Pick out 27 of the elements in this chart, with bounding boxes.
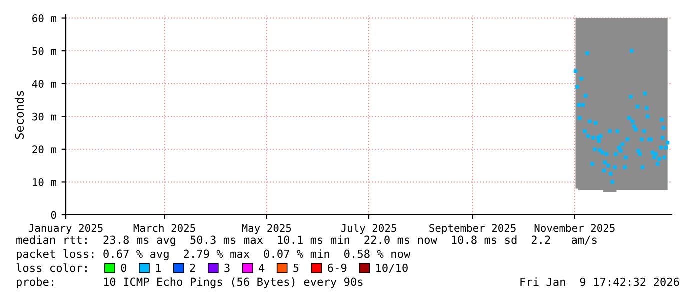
y-tick-label: 50 m <box>32 47 56 56</box>
y-tick-label: 60 m <box>32 14 56 22</box>
x-tick-label: March 2025 <box>134 224 196 232</box>
y-tick-label: 40 m <box>32 80 56 88</box>
y-tick-label: 30 m <box>32 112 56 121</box>
text: packet loss: 0.67 % avg 2.79 % max 0.07 % min 0.58 % now <box>17 250 411 260</box>
legend-label: 5 <box>294 264 299 272</box>
y-axis-title: Seconds <box>14 91 24 140</box>
legend-label: 6-9 <box>328 264 347 272</box>
legend-label: 2 <box>190 264 196 272</box>
y-tick-label: 20 m <box>32 146 56 154</box>
legend-label: 1 <box>156 264 161 272</box>
text: median rtt: 23.8 ms avg 50.3 ms max 10.1 ms min 22.0 ms now 10.8 ms sd 2.2 am/s <box>16 236 597 246</box>
text: probe: 10 ICMP Echo Pings (56 Bytes) every 90s <box>17 278 363 288</box>
legend-label: 0 <box>121 264 127 272</box>
legend-label: 3 <box>224 264 230 272</box>
x-tick-label: September 2025 <box>430 224 516 234</box>
x-tick-label: January 2025 <box>28 224 103 234</box>
legend-label: 4 <box>258 264 265 272</box>
x-tick-label: July 2025 <box>341 224 396 234</box>
legend-title: loss color: <box>16 264 87 272</box>
legend-label: 10/10 <box>376 264 408 274</box>
y-tick-label: 10 m <box>33 178 56 186</box>
y-tick-label: 0 <box>51 211 56 220</box>
text: Fri Jan 9 17:42:32 2026 <box>520 278 680 286</box>
x-tick-label: May 2025 <box>242 224 292 234</box>
x-tick-label: November 2025 <box>534 224 615 232</box>
